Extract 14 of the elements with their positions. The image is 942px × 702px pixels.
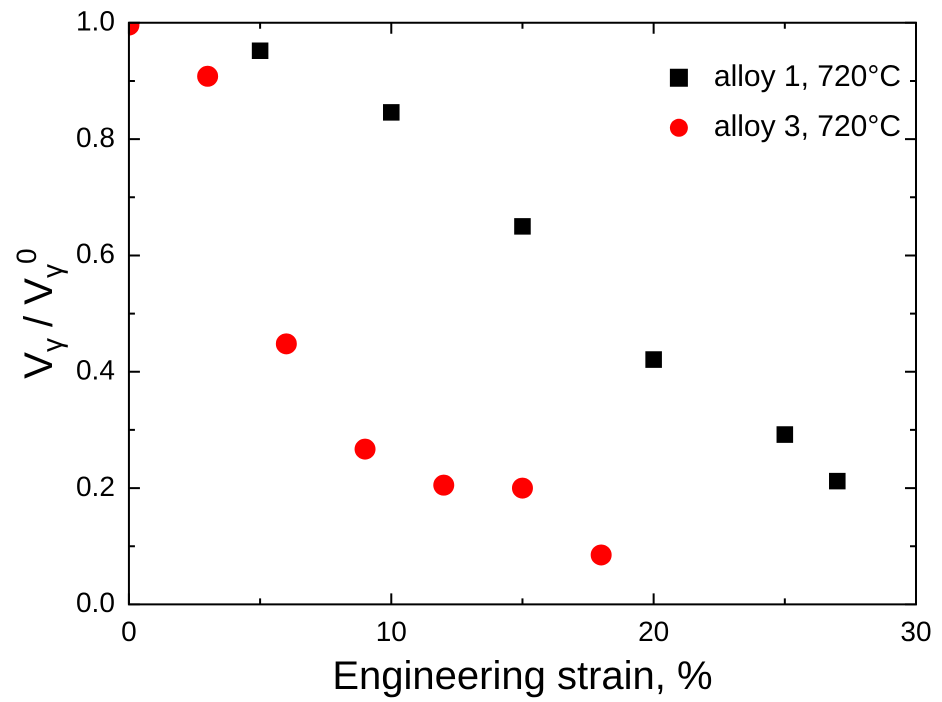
x-tick-label: 10 [376,616,407,647]
y-tick-label: 0.4 [76,354,115,386]
y-tick-label: 0.2 [76,470,115,502]
legend-label: alloy 1, 720°C [714,60,902,94]
y-tick-label: 1.0 [76,6,115,37]
legend-label: alloy 3, 720°C [714,110,902,144]
y-axis-title: Vγ / Vγ0 [11,248,68,379]
x-tick-label: 20 [638,616,670,647]
y-tick-label: 0.6 [76,238,115,270]
x-tick-label: 0 [121,616,137,647]
x-tick-label: 30 [900,616,932,647]
x-axis-title: Engineering strain, % [332,654,713,698]
y-tick-label: 0.0 [76,587,115,618]
y-tick-label: 0.8 [76,122,115,153]
